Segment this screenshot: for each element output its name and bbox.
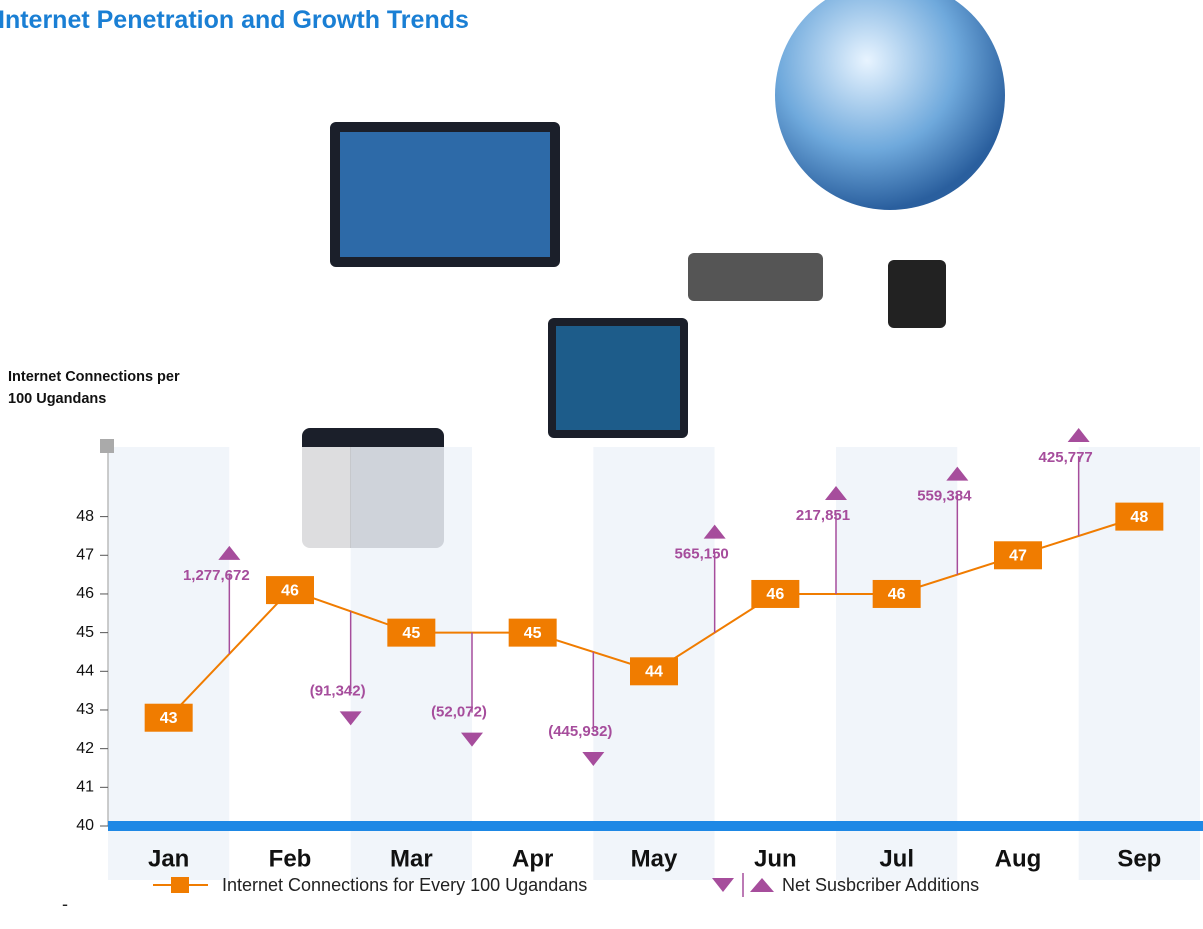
data-label: (91,342): [310, 682, 366, 699]
laptop-screen: [556, 326, 680, 430]
chart-title: Internet Penetration and Growth Trends: [0, 6, 469, 34]
data-label: 46: [766, 586, 784, 603]
x-tick-label: Apr: [512, 845, 553, 872]
addition-marker: [1067, 427, 1090, 442]
point-box: [630, 657, 678, 686]
data-label: 425,777: [1039, 449, 1093, 466]
y-tick-label: 42: [76, 740, 94, 757]
addition-marker: [703, 524, 726, 539]
legend-label: Internet Connections for Every 100 Ugand…: [222, 875, 587, 895]
addition-marker: [339, 711, 362, 726]
addition-marker: [582, 751, 605, 766]
point-box: [508, 618, 557, 647]
column-band: [836, 447, 958, 880]
x-tick-label: Aug: [995, 845, 1042, 872]
addition-marker: [946, 466, 969, 481]
legend-marker: [750, 878, 774, 892]
x-tick-label: May: [631, 845, 678, 872]
data-label: (445,932): [548, 723, 612, 740]
data-label: 1,277,672: [183, 567, 250, 584]
y-tick-label: 46: [76, 585, 94, 602]
column-band: [714, 447, 836, 880]
y-tick-label: 48: [76, 508, 94, 525]
data-label: 565,150: [675, 546, 729, 563]
y-tick-label: 41: [76, 779, 94, 796]
data-label: 559,384: [917, 488, 972, 505]
globe-decoration: [775, 0, 1005, 210]
addition-marker: [461, 732, 483, 747]
data-label: 217,851: [796, 507, 850, 524]
x-tick-label: Jun: [754, 845, 797, 872]
y-tick-label: 43: [76, 701, 94, 718]
column-band: [350, 447, 472, 880]
x-tick-label: Sep: [1117, 845, 1161, 872]
y-tick-label: 44: [76, 663, 94, 680]
y-axis-label: Internet Connections per 100 Ugandans: [8, 369, 180, 407]
point-box: [387, 618, 436, 647]
data-label: 48: [1130, 509, 1148, 526]
point-box: [751, 579, 800, 608]
x-tick-label: Feb: [269, 845, 312, 872]
addition-marker: [825, 485, 847, 500]
x-tick-label: Jan: [148, 845, 189, 872]
x-axis: [108, 821, 1203, 831]
data-label: 45: [402, 625, 420, 642]
x-tick-label: Mar: [390, 845, 433, 872]
column-band: [472, 447, 594, 880]
footnote: -: [62, 894, 68, 914]
y-tick-label: 47: [76, 547, 94, 564]
column-band: [229, 447, 351, 880]
y-axis-cap: [100, 439, 114, 453]
data-label: 46: [888, 586, 906, 603]
data-label: 44: [645, 664, 663, 681]
point-box: [144, 703, 193, 732]
data-label: 45: [524, 625, 542, 642]
point-box: [1115, 502, 1164, 531]
x-tick-label: Jul: [879, 845, 914, 872]
addition-marker: [218, 545, 241, 560]
device-decoration: [888, 260, 946, 328]
legend-marker: [171, 877, 189, 893]
data-label: 43: [160, 710, 178, 727]
column-band: [108, 447, 230, 880]
point-box: [266, 576, 314, 605]
legend-label: Net Susbcriber Additions: [782, 875, 979, 895]
column-band: [957, 447, 1079, 880]
legend-marker: [712, 878, 734, 892]
router-decoration: [688, 253, 823, 301]
y-tick-label: 45: [76, 624, 94, 641]
data-label: 47: [1009, 548, 1027, 565]
y-tick-label: 40: [76, 817, 94, 834]
data-label: 46: [281, 582, 299, 599]
point-box: [994, 541, 1042, 570]
data-label: (52,072): [431, 704, 487, 721]
tv-screen: [340, 132, 550, 257]
point-box: [872, 579, 921, 608]
